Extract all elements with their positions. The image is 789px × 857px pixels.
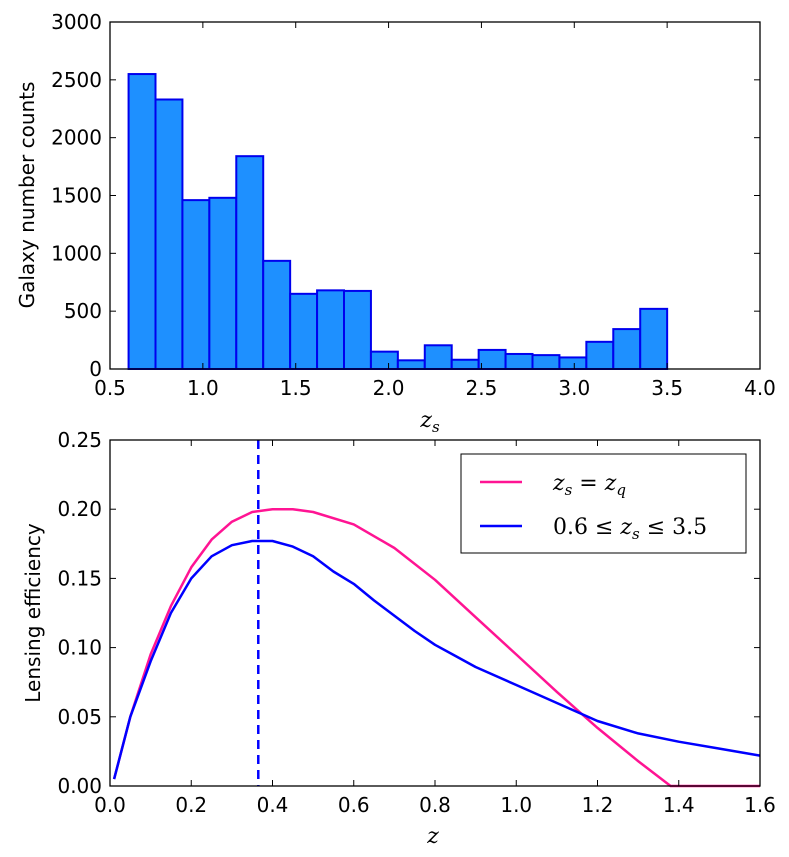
histogram-bar (369, 350, 399, 370)
histogram-bar (585, 340, 615, 370)
histogram-ylabel: Galaxy number counts (15, 82, 39, 309)
legend-label-zs-eq-zq: zs = zq (552, 471, 626, 499)
x-tick-label: 0.5 (94, 376, 126, 400)
histogram-bar (235, 155, 265, 370)
histogram-bar (396, 359, 426, 371)
histogram-bar (316, 289, 346, 371)
histogram-bar (504, 352, 534, 371)
x-tick-label: 3.0 (558, 376, 590, 400)
histogram-xlabel: zs (419, 408, 440, 436)
lensing-ticks: 0.0 0.2 0.4 0.6 0.8 1.0 1.2 1.4 1.6 0.00 0.05 0.10 0… (57, 428, 775, 817)
histogram-panel: 0.5 1.0 1.5 2.0 2.5 3.0 3.5 4.0 0 500 1000 1500 2000… (15, 10, 776, 436)
y-tick-label: 3000 (51, 10, 102, 34)
y-tick-label: 0.15 (57, 566, 102, 590)
histogram-bar (639, 307, 669, 370)
histogram-bar (558, 356, 588, 370)
x-tick-label: 2.5 (466, 376, 498, 400)
histogram-bar (289, 292, 319, 371)
histogram-bar (423, 344, 453, 370)
legend-label-range: 0.6 ≤ zs ≤ 3.5 (553, 515, 707, 543)
x-tick-label: 0.2 (175, 793, 207, 817)
histogram-bar (208, 196, 238, 370)
y-tick-label: 0.10 (57, 636, 102, 660)
lensing-lines (112, 440, 761, 788)
histogram-bar (450, 358, 480, 371)
y-tick-label: 0.20 (57, 497, 102, 521)
y-tick-label: 500 (64, 299, 102, 323)
x-tick-label: 0.4 (257, 793, 289, 817)
x-tick-label: 3.5 (651, 376, 683, 400)
series-line-zs-eq-zq (112, 507, 760, 788)
histogram-bars (127, 73, 669, 371)
x-tick-label: 0.8 (419, 793, 451, 817)
histogram-bar (477, 348, 507, 371)
x-tick-label: 1.0 (500, 793, 532, 817)
y-tick-label: 1000 (51, 241, 102, 265)
y-tick-label: 2500 (51, 68, 102, 92)
histogram-bar (612, 328, 642, 370)
series-line-range (112, 539, 761, 780)
legend-box (460, 453, 747, 554)
x-tick-label: 0.0 (94, 793, 126, 817)
x-tick-label: 0.6 (338, 793, 370, 817)
y-tick-label: 2000 (51, 126, 102, 150)
legend: zs = zq 0.6 ≤ zs ≤ 3.5 (460, 453, 747, 554)
x-tick-label: 1.0 (187, 376, 219, 400)
histogram-bar (181, 199, 211, 370)
x-tick-label: 1.5 (280, 376, 312, 400)
x-tick-label: 1.2 (582, 793, 614, 817)
histogram-bar (531, 354, 561, 370)
histogram-bar (343, 289, 372, 370)
x-tick-label: 1.4 (663, 793, 695, 817)
y-tick-label: 1500 (51, 184, 102, 208)
x-tick-label: 4.0 (744, 376, 776, 400)
lensing-panel: 0.0 0.2 0.4 0.6 0.8 1.0 1.2 1.4 1.6 0.00 0.05 0.10 0… (21, 428, 776, 849)
y-tick-label: 0 (89, 357, 102, 381)
y-tick-label: 0.25 (57, 428, 102, 452)
lensing-ylabel: Lensing efficiency (21, 523, 45, 703)
y-tick-label: 0.00 (57, 774, 102, 798)
histogram-ticks: 0.5 1.0 1.5 2.0 2.5 3.0 3.5 4.0 0 500 1000 1500 2000… (51, 10, 776, 400)
x-tick-label: 2.0 (373, 376, 405, 400)
histogram-bar (154, 98, 184, 370)
histogram-bar (262, 259, 292, 370)
y-tick-label: 0.05 (57, 705, 102, 729)
histogram-bar (127, 73, 157, 371)
x-tick-label: 1.6 (744, 793, 776, 817)
lensing-xlabel: z (426, 824, 439, 849)
